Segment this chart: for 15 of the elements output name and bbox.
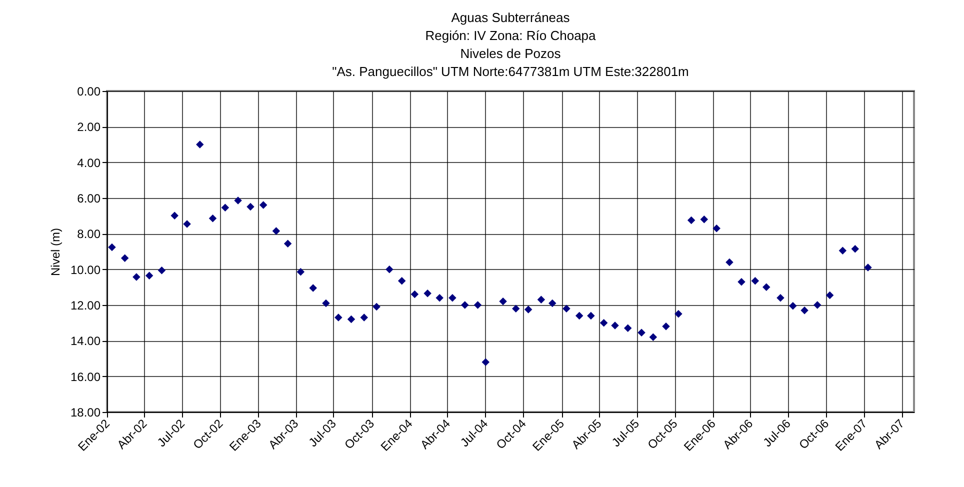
y-tick-label: 0.00 — [77, 84, 101, 98]
y-tick-label: 6.00 — [77, 192, 101, 206]
y-tick-label: 16.00 — [70, 370, 101, 384]
y-tick-label: 14.00 — [70, 334, 101, 348]
y-tick-label: 12.00 — [70, 298, 101, 312]
y-axis-title: Nivel (m) — [48, 228, 62, 276]
y-tick-label: 10.00 — [70, 262, 101, 277]
text: Niveles de Pozos — [460, 46, 561, 61]
y-tick-label: 18.00 — [70, 406, 101, 420]
text: "As. Panguecillos" UTM Norte:6477381m UTM Este:322801m — [332, 64, 689, 79]
y-tick-label: 2.00 — [77, 120, 101, 134]
text: Región: IV Zona: Río Choapa — [425, 28, 596, 43]
y-tick-label: 8.00 — [77, 227, 101, 242]
y-tick-label: 4.00 — [77, 156, 101, 170]
text: Aguas Subterráneas — [451, 10, 570, 25]
